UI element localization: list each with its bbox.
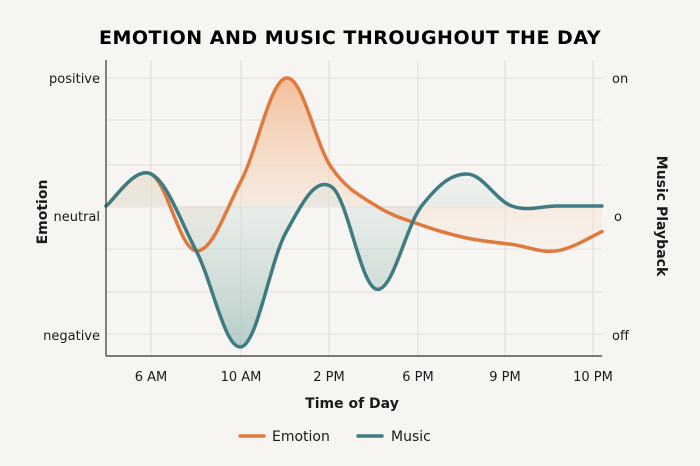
x-tick-label: 9 PM: [489, 370, 520, 385]
legend-label-music: Music: [391, 429, 431, 445]
legend-label-emotion: Emotion: [272, 429, 330, 445]
y-axis-title: Emotion: [35, 180, 51, 245]
x-tick-label: 2 PM: [313, 370, 344, 385]
x-tick-label: 10 AM: [221, 370, 262, 385]
x-tick-label: 6 AM: [135, 370, 168, 385]
series-line-emotion: [104, 76, 604, 254]
series-areas: [106, 77, 602, 347]
y2-tick-label: off: [612, 329, 630, 344]
y-tick-label: neutral: [54, 210, 101, 225]
legend-item-music: Music: [356, 429, 431, 445]
x-tick-label: 10 PM: [573, 370, 613, 385]
y2-tick-labels: on o off: [612, 72, 630, 344]
y2-axis-title: Music Playback: [653, 156, 669, 277]
legend-item-emotion: Emotion: [238, 429, 330, 445]
y-tick-label: negative: [43, 329, 100, 344]
y-tick-label: positive: [49, 72, 100, 87]
legend: Emotion Music: [238, 429, 431, 445]
chart-title: EMOTION AND MUSIC THROUGHOUT THE DAY: [99, 27, 601, 49]
series-area-emotion: [106, 77, 602, 252]
x-axis-title: Time of Day: [305, 396, 399, 412]
y-tick-labels: positive neutral negative: [43, 72, 100, 344]
y2-tick-label: o: [614, 210, 622, 225]
series-line-music: [104, 171, 604, 349]
series-lines: [104, 76, 604, 349]
x-tick-label: 6 PM: [402, 370, 433, 385]
series-area-music: [106, 172, 602, 347]
x-tick-labels: 6 AM 10 AM 2 PM 6 PM 9 PM 10 PM: [135, 370, 613, 385]
y2-tick-label: on: [612, 72, 628, 87]
